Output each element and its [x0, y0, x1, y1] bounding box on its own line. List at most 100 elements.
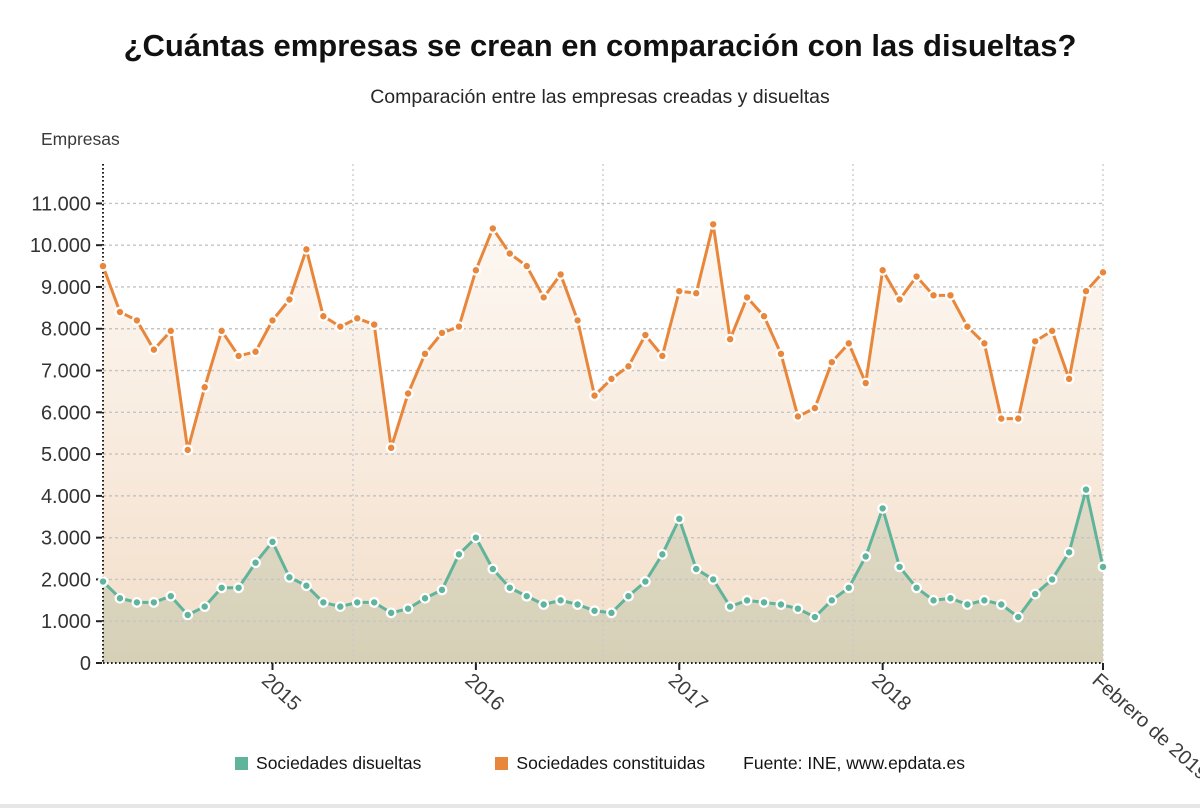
data-point-disueltas[interactable] — [877, 503, 889, 514]
data-point-constituidas[interactable] — [402, 388, 414, 399]
data-point-disueltas[interactable] — [368, 597, 380, 608]
data-point-constituidas[interactable] — [148, 344, 160, 356]
data-point-constituidas[interactable] — [945, 289, 956, 301]
data-point-disueltas[interactable] — [402, 603, 414, 615]
data-point-constituidas[interactable] — [267, 314, 278, 326]
data-point-constituidas[interactable] — [792, 411, 804, 422]
data-point-disueltas[interactable] — [284, 571, 295, 583]
data-point-constituidas[interactable] — [978, 337, 990, 349]
data-point-constituidas[interactable] — [962, 321, 973, 333]
data-point-constituidas[interactable] — [114, 306, 126, 318]
data-point-constituidas[interactable] — [623, 360, 634, 372]
data-point-constituidas[interactable] — [351, 312, 363, 324]
data-point-constituidas[interactable] — [826, 356, 838, 368]
data-point-disueltas[interactable] — [589, 605, 600, 617]
data-point-disueltas[interactable] — [97, 576, 109, 587]
data-point-disueltas[interactable] — [1097, 561, 1109, 573]
data-point-disueltas[interactable] — [911, 582, 922, 594]
data-point-constituidas[interactable] — [131, 314, 143, 326]
data-point-disueltas[interactable] — [250, 557, 261, 569]
data-point-constituidas[interactable] — [639, 329, 651, 341]
data-point-constituidas[interactable] — [673, 285, 685, 297]
data-point-constituidas[interactable] — [453, 321, 465, 333]
data-point-constituidas[interactable] — [216, 325, 228, 337]
data-point-disueltas[interactable] — [267, 536, 278, 548]
data-point-disueltas[interactable] — [894, 561, 906, 573]
data-point-disueltas[interactable] — [1080, 484, 1092, 496]
data-point-constituidas[interactable] — [334, 321, 346, 333]
data-point-constituidas[interactable] — [860, 377, 872, 389]
data-point-disueltas[interactable] — [131, 597, 143, 608]
data-point-constituidas[interactable] — [555, 269, 567, 280]
data-point-constituidas[interactable] — [250, 346, 261, 358]
data-point-disueltas[interactable] — [1012, 611, 1024, 623]
data-point-constituidas[interactable] — [894, 294, 906, 305]
data-point-constituidas[interactable] — [775, 348, 787, 360]
data-point-disueltas[interactable] — [216, 582, 228, 594]
data-point-constituidas[interactable] — [368, 319, 380, 330]
data-point-disueltas[interactable] — [707, 574, 719, 585]
data-point-constituidas[interactable] — [504, 248, 516, 259]
data-point-disueltas[interactable] — [962, 599, 973, 610]
data-point-disueltas[interactable] — [775, 599, 787, 610]
data-point-disueltas[interactable] — [860, 551, 872, 562]
data-point-disueltas[interactable] — [945, 592, 956, 604]
data-point-constituidas[interactable] — [1046, 325, 1058, 337]
data-point-constituidas[interactable] — [707, 218, 719, 230]
data-point-disueltas[interactable] — [673, 513, 685, 525]
data-point-constituidas[interactable] — [928, 289, 939, 301]
data-point-disueltas[interactable] — [1029, 588, 1041, 600]
data-point-disueltas[interactable] — [758, 597, 770, 608]
data-point-constituidas[interactable] — [995, 413, 1007, 424]
data-point-disueltas[interactable] — [724, 601, 736, 612]
data-point-constituidas[interactable] — [97, 260, 109, 272]
data-point-disueltas[interactable] — [148, 597, 160, 608]
data-point-disueltas[interactable] — [419, 592, 431, 604]
data-point-constituidas[interactable] — [911, 271, 922, 282]
data-point-constituidas[interactable] — [300, 243, 312, 255]
data-point-constituidas[interactable] — [233, 350, 244, 362]
data-point-disueltas[interactable] — [623, 590, 634, 602]
data-point-disueltas[interactable] — [114, 592, 126, 604]
data-point-constituidas[interactable] — [470, 264, 482, 276]
data-point-constituidas[interactable] — [606, 373, 617, 385]
data-point-disueltas[interactable] — [165, 590, 177, 602]
data-point-disueltas[interactable] — [843, 582, 855, 594]
data-point-disueltas[interactable] — [1046, 574, 1058, 585]
data-point-constituidas[interactable] — [284, 294, 295, 305]
data-point-disueltas[interactable] — [453, 548, 465, 560]
data-point-disueltas[interactable] — [436, 584, 448, 596]
data-point-constituidas[interactable] — [487, 223, 499, 234]
data-point-disueltas[interactable] — [199, 601, 211, 612]
data-point-constituidas[interactable] — [1080, 285, 1092, 297]
data-point-disueltas[interactable] — [606, 607, 617, 619]
data-point-constituidas[interactable] — [724, 333, 736, 345]
data-point-constituidas[interactable] — [521, 260, 533, 272]
data-point-disueltas[interactable] — [233, 582, 244, 594]
data-point-disueltas[interactable] — [487, 563, 499, 575]
data-point-disueltas[interactable] — [792, 603, 804, 615]
data-point-constituidas[interactable] — [385, 442, 397, 454]
data-point-disueltas[interactable] — [538, 599, 550, 610]
data-point-constituidas[interactable] — [538, 292, 550, 303]
data-point-constituidas[interactable] — [199, 381, 211, 393]
data-point-constituidas[interactable] — [1012, 413, 1024, 424]
data-point-constituidas[interactable] — [690, 287, 702, 299]
data-point-constituidas[interactable] — [809, 402, 821, 414]
data-point-constituidas[interactable] — [317, 310, 329, 322]
data-point-constituidas[interactable] — [589, 390, 600, 401]
data-point-disueltas[interactable] — [978, 594, 990, 606]
data-point-disueltas[interactable] — [300, 580, 312, 592]
data-point-disueltas[interactable] — [504, 582, 516, 594]
data-point-constituidas[interactable] — [741, 292, 753, 303]
legend-item-disueltas[interactable]: Sociedades disueltas — [235, 753, 421, 774]
data-point-constituidas[interactable] — [1097, 266, 1109, 278]
data-point-disueltas[interactable] — [351, 597, 363, 608]
data-point-disueltas[interactable] — [809, 611, 821, 623]
data-point-disueltas[interactable] — [656, 548, 668, 560]
data-point-disueltas[interactable] — [521, 590, 533, 602]
legend-item-constituidas[interactable]: Sociedades constituidas — [495, 753, 705, 774]
data-point-constituidas[interactable] — [1063, 373, 1075, 385]
data-point-disueltas[interactable] — [928, 594, 939, 606]
